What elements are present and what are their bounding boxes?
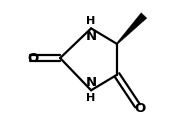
Text: H: H	[86, 93, 96, 103]
Text: O: O	[135, 102, 146, 115]
Text: O: O	[28, 52, 39, 64]
Polygon shape	[116, 13, 147, 44]
Text: N: N	[85, 30, 97, 43]
Text: N: N	[85, 76, 97, 89]
Text: H: H	[86, 16, 96, 26]
